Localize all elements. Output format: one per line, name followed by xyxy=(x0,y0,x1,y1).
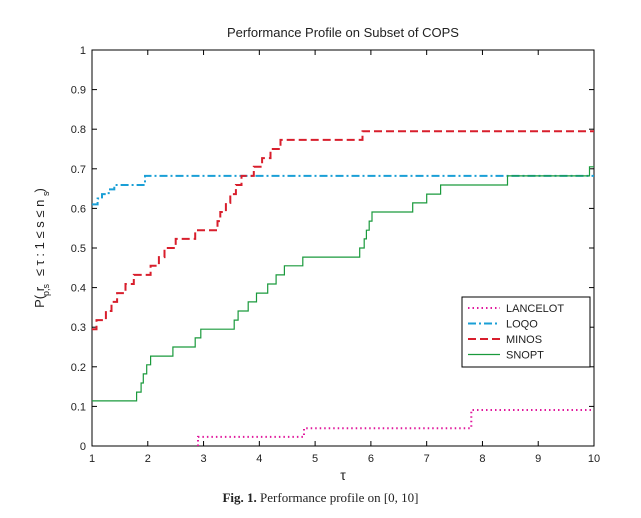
y-axis-label-subscript-ps: p,s xyxy=(41,283,51,296)
y-axis-label-group: P( r ≤ τ : 1 ≤ s ≤ n ) p,s s xyxy=(32,188,51,308)
y-axis-label: P( r ≤ τ : 1 ≤ s ≤ n ) xyxy=(32,188,47,308)
x-tick-label: 6 xyxy=(368,453,374,465)
y-tick-label: 0.3 xyxy=(71,322,86,334)
legend-label-snopt: SNOPT xyxy=(506,350,544,362)
plot-area: 1 2 3 4 5 6 7 8 9 10 0 0.1 0.2 0.3 0.4 0.5 0.6 0.7 0.8 0.9 1 xyxy=(71,45,600,465)
legend-label-lancelot: LANCELOT xyxy=(506,303,564,315)
legend-label-minos: MINOS xyxy=(506,334,542,346)
y-tick-label: 0.2 xyxy=(71,362,86,374)
x-tick-label: 8 xyxy=(479,453,485,465)
y-tick-label: 0.8 xyxy=(71,124,86,136)
x-tick-label: 5 xyxy=(312,453,318,465)
x-tick-label: 1 xyxy=(89,453,95,465)
chart-title: Performance Profile on Subset of COPS xyxy=(227,25,459,40)
legend: LANCELOT LOQO MINOS SNOPT xyxy=(461,296,591,368)
x-tick-label: 10 xyxy=(588,453,600,465)
series-layer xyxy=(92,130,594,446)
series-line-loqo xyxy=(92,174,594,206)
x-tick-label: 2 xyxy=(145,453,151,465)
y-tick-label: 0.1 xyxy=(71,401,86,413)
y-tick-label: 0.6 xyxy=(71,203,86,215)
y-tick-label: 0.4 xyxy=(71,283,86,295)
performance-profile-chart: Performance Profile on Subset of COPS 1 2… xyxy=(32,25,600,483)
figure-caption-text: Performance profile on [0, 10] xyxy=(256,490,419,505)
figure-caption-label: Fig. 1. xyxy=(222,490,257,505)
x-tick-label: 3 xyxy=(200,453,206,465)
y-tick-label: 0 xyxy=(80,441,86,453)
legend-box xyxy=(461,296,591,368)
series-line-lancelot xyxy=(197,409,594,446)
y-tick-label: 0.7 xyxy=(71,164,86,176)
y-tick-label: 0.9 xyxy=(71,85,86,97)
y-axis-label-subscript-s: s xyxy=(41,191,51,196)
y-tick-label: 0.5 xyxy=(71,243,86,255)
x-tick-label: 9 xyxy=(535,453,541,465)
legend-label-loqo: LOQO xyxy=(506,319,538,331)
series-line-minos xyxy=(92,130,594,331)
x-tick-label: 7 xyxy=(424,453,430,465)
y-tick-label: 1 xyxy=(80,45,86,57)
figure-caption: Fig. 1. Performance profile on [0, 10] xyxy=(0,490,641,506)
x-tick-label: 4 xyxy=(256,453,262,465)
series-line-snopt xyxy=(92,166,594,402)
x-axis-label: τ xyxy=(340,467,346,483)
